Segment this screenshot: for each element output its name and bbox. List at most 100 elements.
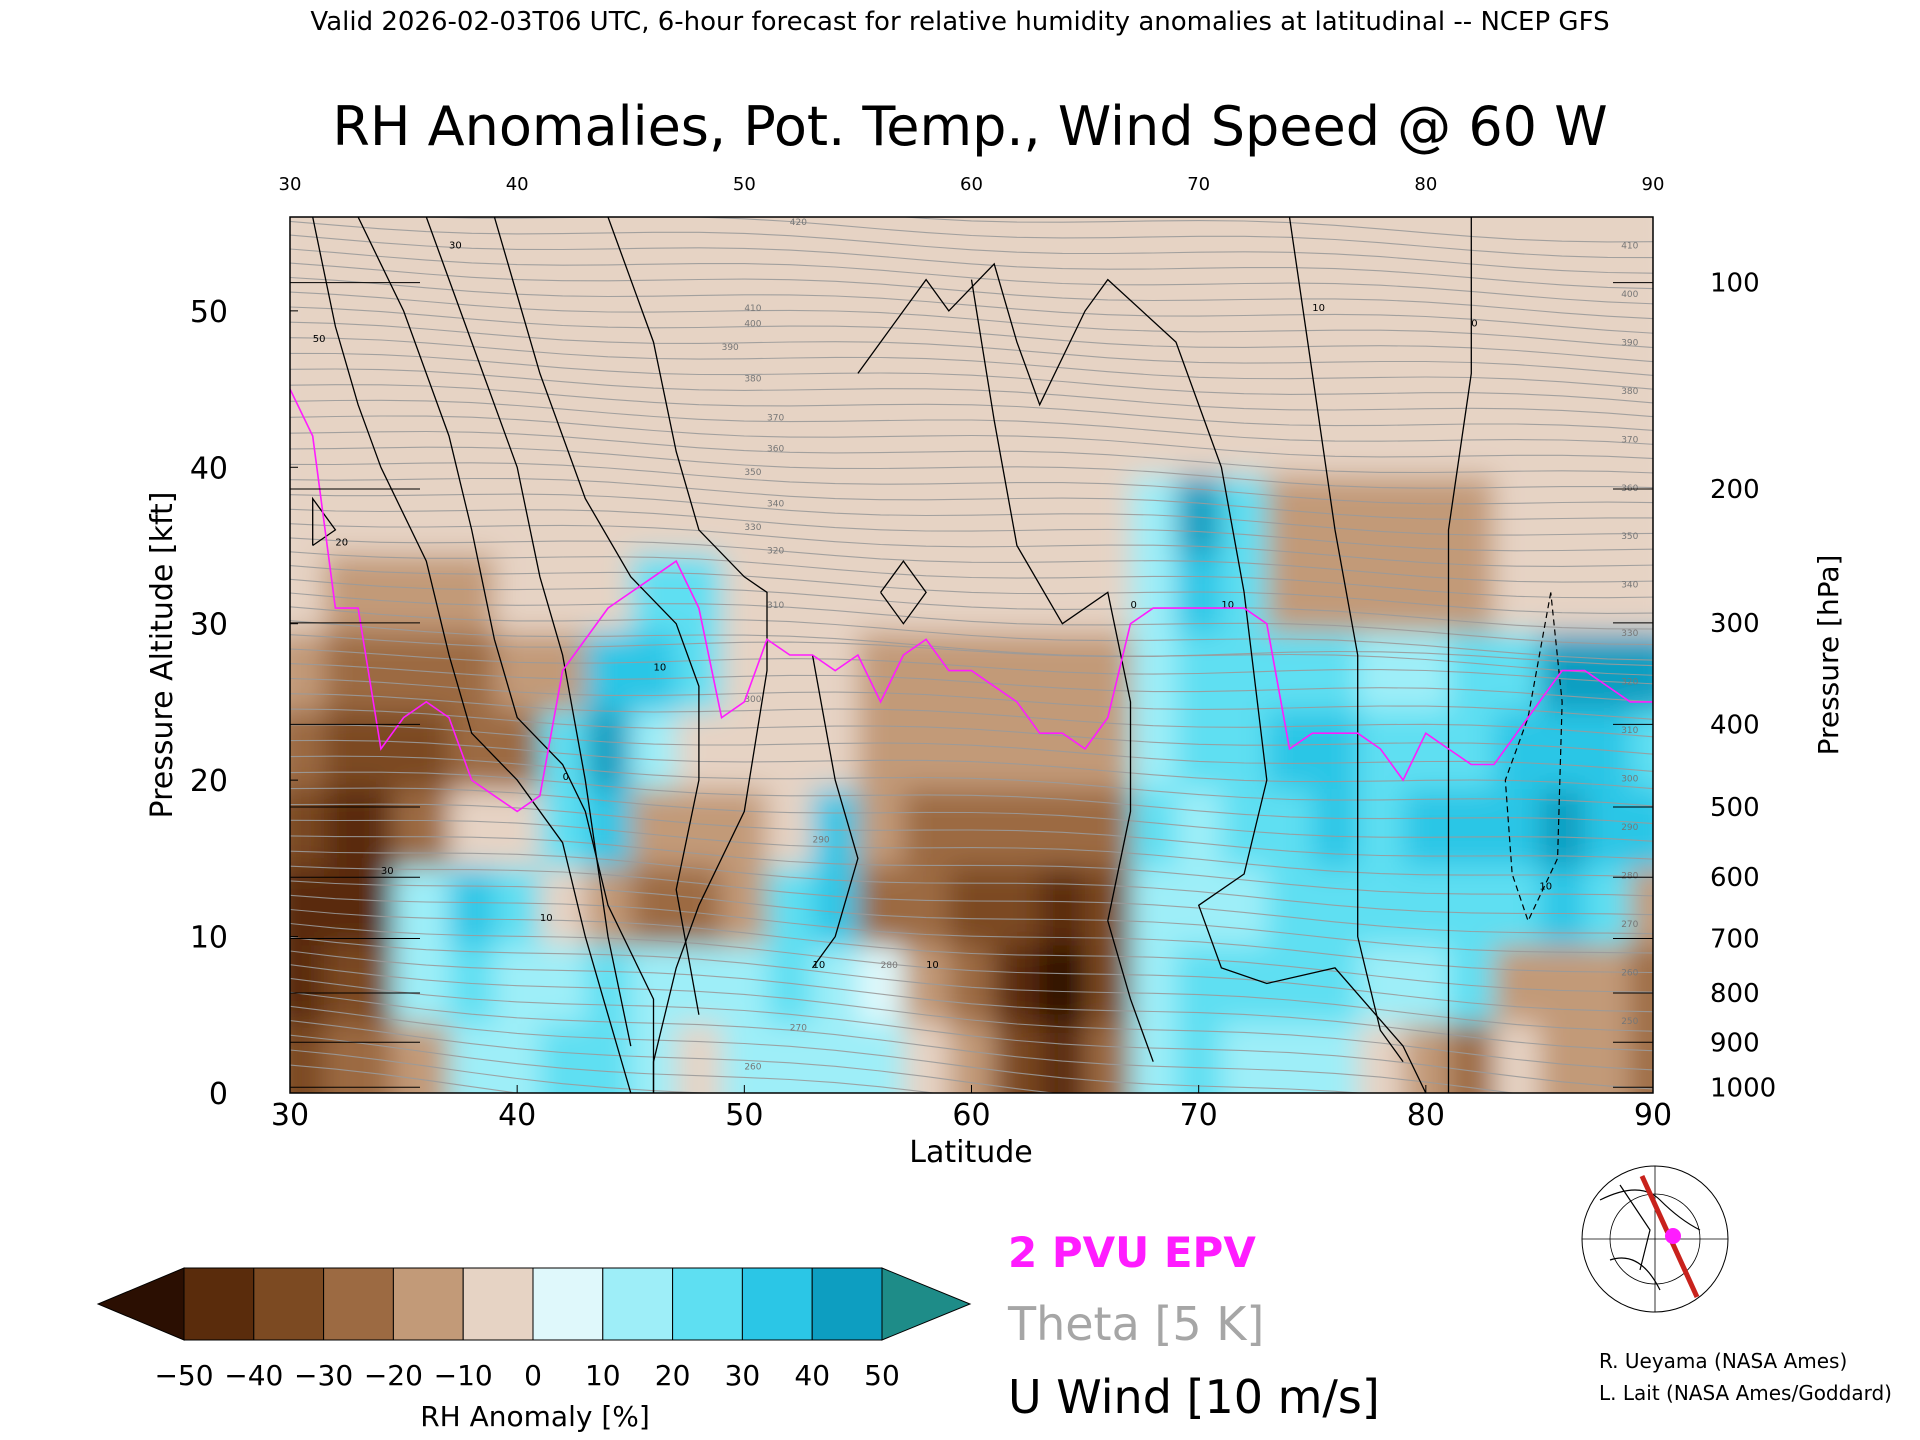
colorbar-swatch	[602, 1267, 674, 1341]
rh-cell	[994, 787, 1041, 868]
rh-cell	[585, 709, 632, 789]
x-top-tick-label: 70	[1187, 174, 1210, 195]
theta-contour	[290, 368, 1653, 418]
rh-cell	[1357, 318, 1405, 398]
chart-title: RH Anomalies, Pot. Temp., Wind Speed @ 6…	[332, 95, 1607, 158]
rh-cell	[449, 787, 496, 868]
rh-cell	[676, 1022, 723, 1093]
theta-label: 370	[1621, 435, 1638, 445]
rh-cell	[1312, 217, 1359, 250]
colorbar-swatch	[811, 1267, 883, 1341]
rh-cell	[1403, 1022, 1450, 1093]
wind-contour	[1447, 217, 1472, 1093]
wind-contour	[357, 217, 655, 1093]
x-tick-label: 30	[271, 1098, 309, 1133]
colorbar-tick-label: −10	[434, 1359, 493, 1392]
rh-cell	[812, 318, 859, 398]
x-tick-label: 40	[498, 1098, 536, 1133]
theta-contour	[290, 850, 1653, 916]
wind-label: 30	[449, 240, 462, 251]
theta-contour	[290, 787, 1653, 842]
rh-cell	[449, 866, 496, 946]
theta-label: 270	[790, 1023, 807, 1033]
rh-cell	[1266, 1022, 1314, 1093]
rh-cell	[676, 944, 723, 1024]
axes: 3030404050506060707080809090010203040501…	[190, 174, 1776, 1133]
theta-label: 270	[1621, 920, 1638, 930]
pressure-tick-label: 200	[1710, 475, 1760, 505]
rh-cell	[676, 553, 723, 633]
theta-contour	[290, 835, 1653, 897]
wind-label: 20	[335, 538, 348, 549]
rh-cell	[1175, 553, 1223, 633]
theta-label: 410	[1621, 241, 1638, 251]
rh-cell	[857, 944, 905, 1024]
rh-cell	[767, 787, 814, 868]
rh-cell	[324, 553, 394, 633]
rh-cell	[494, 318, 541, 398]
rh-cell	[1448, 475, 1495, 555]
rh-cell	[324, 318, 394, 398]
rh-cell	[1357, 217, 1405, 250]
rh-cell	[812, 787, 859, 868]
rh-cell	[392, 1022, 451, 1093]
theta-label: 280	[881, 961, 898, 971]
theta-contour	[290, 922, 1653, 1013]
rh-cell	[449, 1022, 496, 1093]
rh-cell	[1403, 787, 1450, 868]
pressure-tick-label: 700	[1710, 924, 1760, 954]
rh-cell	[1539, 1022, 1586, 1093]
wind-label: 10	[812, 960, 825, 971]
theta-label: 340	[1621, 581, 1638, 591]
wind-label: 10	[1221, 600, 1234, 611]
rh-cell	[1130, 631, 1177, 711]
colorbar-max-arrow	[881, 1267, 972, 1341]
rh-cell	[392, 787, 451, 868]
theta-contour	[290, 1005, 1366, 1093]
rh-cell	[1221, 217, 1268, 250]
rh-cell	[1493, 866, 1541, 946]
rh-cell	[721, 248, 769, 320]
wind-label: 10	[926, 960, 939, 971]
wind-contour	[607, 217, 768, 1093]
rh-cell	[676, 217, 723, 250]
theta-label: 380	[1621, 387, 1638, 397]
rh-cell	[494, 944, 541, 1024]
rh-cell	[1493, 631, 1541, 711]
rh-cell	[948, 866, 996, 946]
theta-label: 410	[744, 304, 761, 314]
rh-cell	[903, 631, 950, 711]
rh-cell	[290, 1022, 326, 1093]
rh-cells	[290, 217, 1653, 1093]
theta-label: 400	[744, 320, 761, 330]
colorbar-tick-label: 50	[864, 1359, 900, 1392]
rh-cell	[449, 631, 496, 711]
x-tick-label: 80	[1407, 1098, 1445, 1133]
rh-cell	[630, 787, 678, 868]
rh-cell	[1403, 866, 1450, 946]
theta-contour	[290, 508, 1653, 552]
rh-cell	[857, 866, 905, 946]
rh-cell	[994, 217, 1041, 250]
rh-cell	[539, 866, 587, 946]
rh-cell	[1584, 248, 1632, 320]
rh-cell	[1039, 866, 1087, 946]
rh-cell	[1630, 787, 1653, 868]
theta-label: 330	[1621, 629, 1638, 639]
theta-contour	[290, 648, 1653, 685]
valid-header: Valid 2026-02-03T06 UTC, 6-hour forecast…	[310, 7, 1609, 37]
theta-label: 420	[790, 218, 807, 228]
rh-cell	[1630, 709, 1653, 789]
x-top-tick-label: 40	[506, 174, 529, 195]
rh-cell	[1357, 631, 1405, 711]
theta-contour	[290, 306, 1653, 363]
rh-cell	[1493, 944, 1541, 1024]
rh-cell	[1539, 396, 1586, 477]
rh-cell	[812, 709, 859, 789]
wind-contour	[312, 217, 632, 1093]
theta-label: 320	[767, 546, 784, 556]
rh-cell	[1448, 1022, 1495, 1093]
rh-cell	[812, 248, 859, 320]
rh-cell	[585, 475, 632, 555]
rh-cell	[539, 217, 587, 250]
